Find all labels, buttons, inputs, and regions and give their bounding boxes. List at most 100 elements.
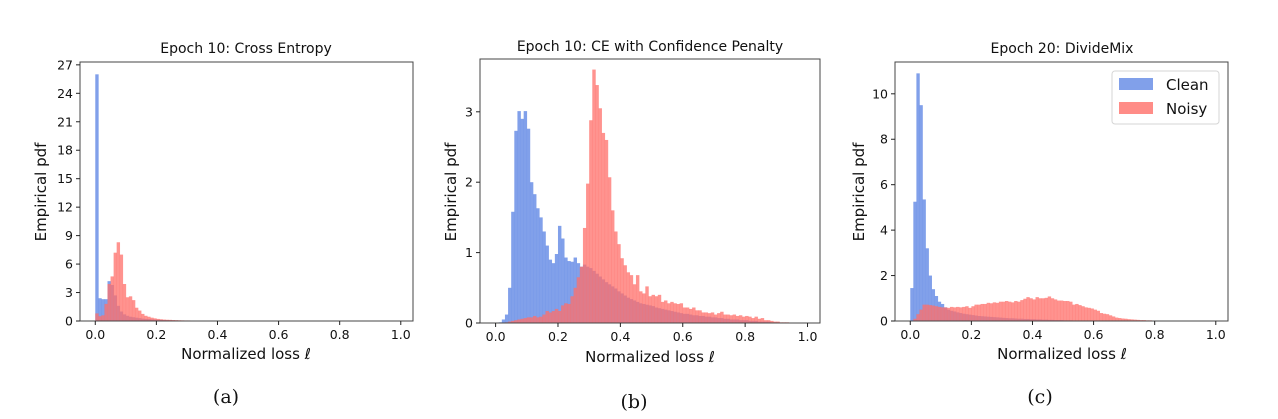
histogram-bar-noisy bbox=[1102, 313, 1107, 321]
histogram-bar-noisy bbox=[760, 318, 765, 323]
histogram-bar-noisy bbox=[511, 320, 515, 323]
histogram-bar-noisy bbox=[1121, 318, 1125, 321]
legend-swatch-noisy bbox=[1119, 102, 1153, 114]
histogram-bar-noisy bbox=[723, 314, 727, 323]
panel-a-bars bbox=[95, 74, 237, 321]
histogram-bar-noisy bbox=[968, 307, 972, 321]
histogram-bar-noisy bbox=[949, 306, 954, 321]
histogram-bar-noisy bbox=[717, 313, 721, 323]
histogram-bar-clean bbox=[545, 245, 549, 323]
y-tick-label: 6 bbox=[880, 177, 888, 192]
panel-c: Epoch 20: DivideMix 0.0 0.2 0.4 0.6 0.8 1.0 0… bbox=[850, 41, 1229, 408]
histogram-bar-noisy bbox=[626, 272, 631, 323]
y-tick-label: 27 bbox=[57, 57, 73, 72]
histogram-bar-noisy bbox=[701, 312, 705, 323]
histogram-bar-noisy bbox=[986, 302, 991, 321]
histogram-bar-noisy bbox=[642, 293, 646, 323]
histogram-bar-clean bbox=[548, 259, 553, 323]
x-tick-label: 0.0 bbox=[85, 327, 105, 342]
histogram-bar-noisy bbox=[592, 69, 596, 323]
x-tick-label: 0.8 bbox=[1145, 327, 1165, 342]
histogram-bar-noisy bbox=[995, 302, 1000, 321]
y-tick-label: 4 bbox=[880, 223, 888, 238]
histogram-bar-clean bbox=[514, 130, 518, 323]
histogram-bar-noisy bbox=[1072, 304, 1076, 321]
histogram-bar-noisy bbox=[125, 297, 130, 321]
histogram-bar-noisy bbox=[1087, 307, 1091, 321]
histogram-bar-noisy bbox=[545, 311, 549, 323]
histogram-bar-noisy bbox=[1081, 306, 1085, 321]
histogram-bar-noisy bbox=[1011, 302, 1015, 321]
histogram-bar-noisy bbox=[980, 303, 984, 321]
histogram-bar-noisy bbox=[533, 315, 537, 323]
histogram-bar-clean bbox=[539, 217, 543, 323]
x-tick-label: 0.6 bbox=[269, 327, 289, 342]
histogram-bar-noisy bbox=[629, 275, 634, 323]
histogram-bar-noisy bbox=[698, 310, 702, 323]
histogram-bar-noisy bbox=[168, 319, 172, 321]
histogram-bar-noisy bbox=[695, 310, 699, 323]
histogram-bar-clean bbox=[95, 74, 99, 321]
histogram-bar-noisy bbox=[128, 296, 133, 321]
histogram-bar-noisy bbox=[586, 183, 590, 323]
histogram-bar-noisy bbox=[916, 314, 920, 321]
histogram-bar-clean bbox=[551, 263, 556, 323]
histogram-bar-noisy bbox=[1035, 297, 1039, 321]
histogram-bar-noisy bbox=[598, 108, 602, 323]
histogram-bar-noisy bbox=[539, 316, 543, 323]
histogram-bar-noisy bbox=[116, 242, 121, 321]
histogram-bar-noisy bbox=[165, 319, 169, 321]
histogram-bar-noisy bbox=[763, 320, 768, 323]
histogram-bar-clean bbox=[922, 199, 926, 321]
panel-b-bars bbox=[498, 69, 790, 323]
histogram-bar-clean bbox=[916, 73, 920, 321]
histogram-bar-noisy bbox=[946, 307, 951, 321]
histogram-bar-noisy bbox=[983, 303, 987, 321]
histogram-bar-clean bbox=[533, 194, 537, 323]
y-tick-label: 0 bbox=[465, 316, 473, 331]
histogram-bar-noisy bbox=[635, 275, 640, 323]
histogram-bar-noisy bbox=[576, 277, 581, 323]
histogram-bar-noisy bbox=[1029, 298, 1033, 321]
histogram-bar-noisy bbox=[735, 315, 740, 323]
panel-a-caption: (a) bbox=[213, 386, 239, 408]
y-tick-label: 9 bbox=[65, 228, 73, 243]
x-tick-label: 0.2 bbox=[146, 327, 166, 342]
histogram-bar-noisy bbox=[554, 308, 559, 323]
histogram-bar-noisy bbox=[98, 316, 102, 321]
histogram-bar-clean bbox=[554, 254, 559, 323]
panel-c-y-ticks: 0 2 4 6 8 10 bbox=[872, 86, 895, 329]
histogram-bar-clean bbox=[925, 248, 929, 321]
histogram-bar-noisy bbox=[710, 312, 715, 323]
histogram-bar-clean bbox=[913, 201, 917, 321]
histogram-bar-noisy bbox=[141, 313, 145, 321]
histogram-bar-clean bbox=[928, 275, 932, 321]
histogram-bar-noisy bbox=[1017, 301, 1021, 321]
histogram-bar-noisy bbox=[1093, 309, 1097, 321]
histogram-bar-noisy bbox=[101, 315, 105, 321]
histogram-bar-noisy bbox=[1090, 308, 1094, 321]
histogram-bar-noisy bbox=[1133, 319, 1137, 321]
histogram-bar-noisy bbox=[657, 294, 662, 323]
histogram-bar-clean bbox=[542, 231, 546, 323]
histogram-bar-noisy bbox=[570, 296, 574, 323]
histogram-bar-noisy bbox=[564, 303, 568, 323]
histogram-bar-noisy bbox=[1063, 301, 1067, 321]
histogram-bar-noisy bbox=[770, 320, 774, 323]
histogram-bar-noisy bbox=[1004, 301, 1009, 321]
histogram-bar-noisy bbox=[639, 291, 643, 323]
histogram-bar-noisy bbox=[1008, 301, 1012, 321]
panel-a: Epoch 10: Cross Entropy 0.0 0.2 0.4 0.6 0.8 1… bbox=[32, 41, 414, 408]
histogram-bar-noisy bbox=[582, 227, 587, 323]
panel-b-y-ticks: 0 1 2 3 bbox=[465, 104, 480, 331]
histogram-bar-noisy bbox=[131, 300, 136, 321]
histogram-bar-noisy bbox=[707, 313, 712, 323]
y-tick-label: 0 bbox=[65, 314, 73, 329]
x-tick-label: 0.0 bbox=[900, 327, 920, 342]
histogram-bar-noisy bbox=[1050, 298, 1055, 321]
histogram-bar-clean bbox=[523, 111, 528, 323]
histogram-bar-noisy bbox=[720, 311, 724, 323]
histogram-bar-noisy bbox=[673, 303, 677, 323]
histogram-bar-noisy bbox=[974, 304, 978, 321]
